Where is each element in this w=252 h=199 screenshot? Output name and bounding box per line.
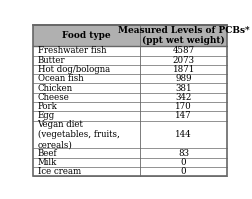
Text: 0: 0 <box>180 167 186 176</box>
Bar <box>33 93 226 102</box>
Text: 342: 342 <box>175 93 191 102</box>
Text: Milk: Milk <box>37 158 57 167</box>
Bar <box>33 121 226 148</box>
Text: 1871: 1871 <box>172 65 194 74</box>
Bar <box>33 102 226 111</box>
Text: 0: 0 <box>180 158 186 167</box>
Text: Butter: Butter <box>37 56 65 65</box>
Text: Freshwater fish: Freshwater fish <box>37 46 106 55</box>
Bar <box>33 46 226 56</box>
Bar <box>33 167 226 176</box>
Text: Ocean fish: Ocean fish <box>37 74 83 83</box>
Text: Hot dog/bologna: Hot dog/bologna <box>37 65 109 74</box>
Bar <box>33 148 226 158</box>
Bar <box>33 25 226 46</box>
Text: Chicken: Chicken <box>37 84 72 93</box>
Text: Measured Levels of PCBs*
(ppt wet weight): Measured Levels of PCBs* (ppt wet weight… <box>117 26 248 45</box>
Text: 989: 989 <box>175 74 191 83</box>
Text: Food type: Food type <box>62 31 110 40</box>
Text: 381: 381 <box>175 84 191 93</box>
Text: Egg: Egg <box>37 111 54 120</box>
Bar <box>33 111 226 121</box>
Text: Beef: Beef <box>37 149 57 158</box>
Text: 4587: 4587 <box>172 46 194 55</box>
Bar <box>33 74 226 83</box>
Text: 144: 144 <box>175 130 191 139</box>
Bar <box>33 56 226 65</box>
Text: Vegan diet
(vegetables, fruits,
cereals): Vegan diet (vegetables, fruits, cereals) <box>37 120 119 149</box>
Text: 83: 83 <box>177 149 188 158</box>
Text: 2073: 2073 <box>172 56 194 65</box>
Bar <box>33 65 226 74</box>
Text: Cheese: Cheese <box>37 93 69 102</box>
Text: 147: 147 <box>175 111 191 120</box>
Text: 170: 170 <box>175 102 191 111</box>
Bar <box>33 158 226 167</box>
Text: Pork: Pork <box>37 102 57 111</box>
Bar <box>33 83 226 93</box>
Text: Ice cream: Ice cream <box>37 167 80 176</box>
